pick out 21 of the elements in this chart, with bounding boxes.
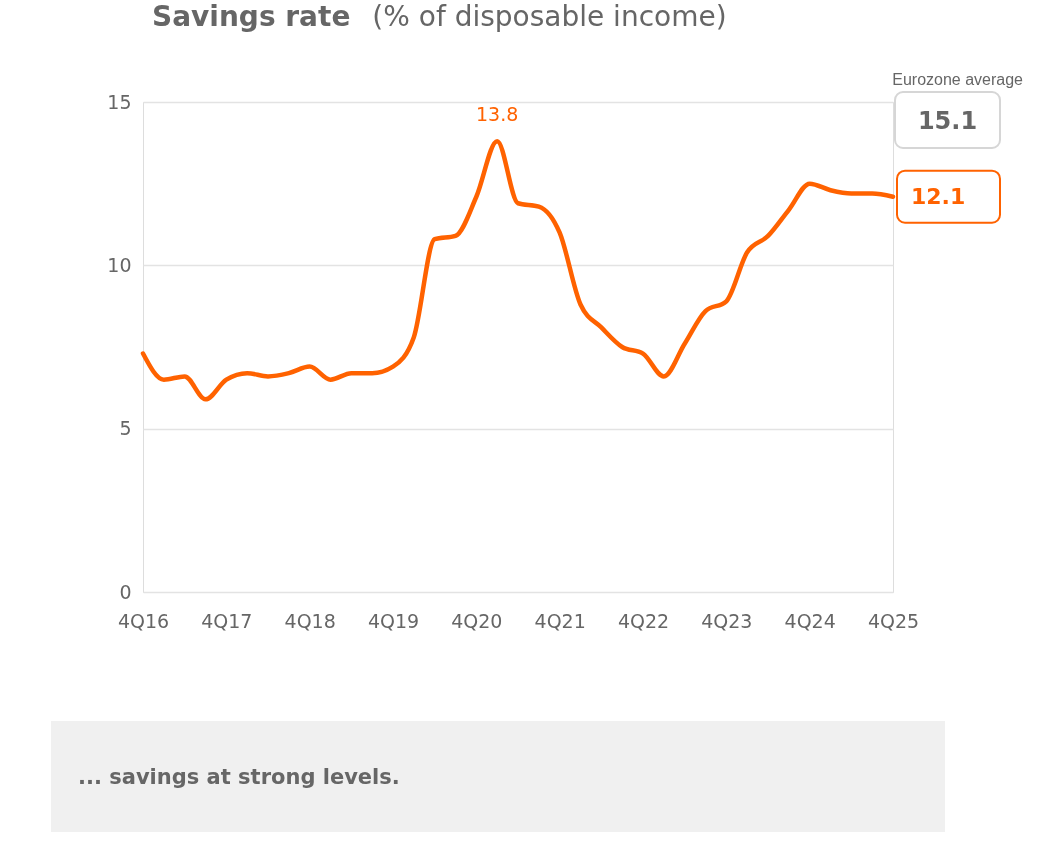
text: 15.1 bbox=[917, 107, 978, 135]
text: Eurozone average bbox=[892, 71, 1024, 88]
x-tick-label: 4Q23 bbox=[701, 609, 753, 632]
x-tick-label: 4Q18 bbox=[284, 609, 336, 632]
y-tick-label: 10 bbox=[107, 253, 132, 276]
y-tick-label: 5 bbox=[119, 417, 132, 440]
x-tick-label: 4Q17 bbox=[201, 609, 253, 632]
y-tick-label: 15 bbox=[107, 90, 132, 113]
x-tick-label: 4Q25 bbox=[867, 609, 920, 632]
x-tick-label: 4Q20 bbox=[451, 609, 503, 632]
y-tick-label: 0 bbox=[119, 580, 132, 603]
x-tick-label: 4Q22 bbox=[617, 609, 670, 632]
x-tick-label: 4Q24 bbox=[784, 609, 836, 632]
data-label: 12.1 bbox=[911, 183, 966, 209]
data-label: 13.8 bbox=[476, 103, 519, 126]
chart-subtitle: (% of disposable income) bbox=[372, 0, 727, 33]
x-tick-label: 4Q21 bbox=[534, 609, 586, 632]
chart-title: Savings rate bbox=[152, 0, 351, 33]
x-tick-label: 4Q16 bbox=[117, 609, 170, 632]
x-tick-label: 4Q19 bbox=[367, 609, 420, 632]
text: ... savings at strong levels. bbox=[78, 765, 400, 789]
